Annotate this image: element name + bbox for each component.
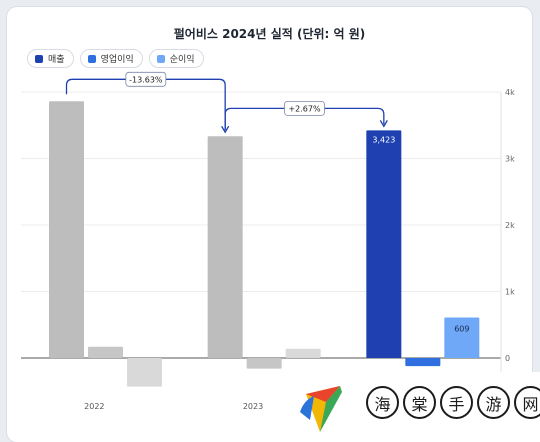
legend-item-operating-profit[interactable]: 영업이익 bbox=[79, 49, 143, 68]
y-tick-label: 0 bbox=[505, 354, 510, 363]
annotation-arrowhead bbox=[221, 125, 230, 134]
annotation-arrow bbox=[65, 78, 226, 131]
watermark-char: 手 bbox=[440, 386, 473, 419]
x-tick-label: 2022 bbox=[84, 402, 104, 411]
annotation-badge bbox=[125, 71, 167, 87]
chart-card: 펄어비스 2024년 실적 (단위: 억 원) 매출 영업이익 순이익 0 1k 2… bbox=[7, 7, 532, 442]
y-tick-label: 4k bbox=[505, 88, 515, 97]
bar-2023-1 bbox=[246, 358, 282, 369]
bar-chart-svg: 01k2k3k4k2022202320243,423609-13.63%+2.6… bbox=[21, 71, 515, 437]
legend-item-net-profit[interactable]: 순이익 bbox=[148, 49, 204, 68]
annotation-label: +2.67% bbox=[288, 104, 321, 113]
watermark-char: 网 bbox=[514, 386, 540, 419]
bar-2024-2 bbox=[444, 317, 480, 358]
bar-2023-0 bbox=[207, 136, 243, 358]
legend: 매출 영업이익 순이익 bbox=[27, 49, 204, 68]
annotation-badge bbox=[284, 100, 325, 116]
chart-title: 펄어비스 2024년 실적 (단위: 억 원) bbox=[173, 27, 366, 41]
watermark-logo-icon bbox=[300, 386, 342, 432]
bar-2024-1 bbox=[405, 358, 441, 367]
legend-label-revenue: 매출 bbox=[48, 55, 65, 65]
x-tick-label: 2023 bbox=[243, 402, 263, 411]
annotation-arrowhead bbox=[379, 120, 388, 128]
bar-2023-2 bbox=[285, 348, 321, 358]
annotation-label: -13.63% bbox=[129, 75, 163, 84]
watermark-char: 棠 bbox=[403, 386, 436, 419]
y-tick-label: 1k bbox=[505, 288, 515, 297]
legend-label-operating-profit: 영업이익 bbox=[100, 55, 134, 65]
watermark-char: 游 bbox=[477, 386, 510, 419]
watermark: 海 棠 手 游 网 bbox=[292, 372, 540, 442]
legend-item-revenue[interactable]: 매출 bbox=[27, 49, 74, 68]
legend-swatch-operating-profit bbox=[87, 54, 96, 63]
y-tick-label: 2k bbox=[505, 221, 515, 230]
data-label-net-profit-2024: 609 bbox=[454, 325, 469, 334]
y-tick-label: 3k bbox=[505, 155, 515, 164]
bar-2022-2 bbox=[127, 358, 162, 387]
bar-2022-1 bbox=[88, 346, 123, 358]
bar-2022-0 bbox=[49, 101, 84, 358]
legend-label-net-profit: 순이익 bbox=[169, 55, 195, 65]
data-label-revenue-2024: 3,423 bbox=[372, 135, 395, 144]
legend-swatch-revenue bbox=[35, 54, 43, 63]
watermark-char: 海 bbox=[366, 386, 399, 419]
bar-2024-0 bbox=[366, 130, 402, 358]
watermark-text: 海 棠 手 游 网 bbox=[366, 386, 540, 419]
legend-swatch-net-profit bbox=[156, 54, 165, 63]
